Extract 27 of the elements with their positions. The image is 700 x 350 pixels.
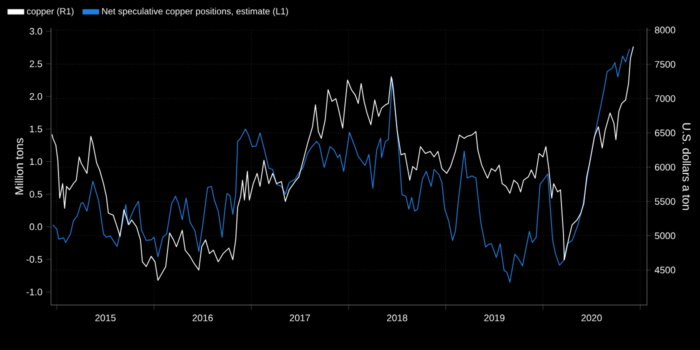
y-tick-label: 1.0: [30, 158, 42, 165]
y2-axis-title: U.S. dollars a ton: [682, 123, 691, 210]
y-tick-label: 3.0: [30, 28, 42, 35]
y2-tick-label: 7500: [654, 60, 676, 68]
y2-tick-label: 8000: [654, 26, 676, 34]
y-tick-label: 2.0: [30, 93, 42, 100]
y2-tick-label: 6500: [654, 130, 676, 136]
y2-tick-label: 4500: [654, 266, 676, 274]
x-tick-label: 2019: [484, 314, 504, 322]
x-tick-label: 2018: [387, 314, 408, 322]
legend-label: Net speculative copper positions, estimate (L1): [102, 8, 288, 16]
y-tick-label: -0.5: [26, 256, 42, 263]
y-axis-title: Million tons: [14, 138, 24, 194]
x-tick-label: 2016: [192, 314, 213, 322]
y2-tick-label: 5500: [654, 198, 676, 205]
y-tick-label: 0.0: [30, 223, 42, 230]
x-tick-label: 2020: [581, 314, 602, 322]
y2-tick-label: 7000: [654, 95, 676, 102]
legend-label: copper (R1): [26, 8, 74, 16]
x-tick-label: 2015: [95, 314, 116, 322]
y-tick-label: 1.5: [30, 126, 42, 132]
y2-tick-label: 6000: [654, 164, 676, 171]
y-tick-label: -1.0: [26, 288, 42, 296]
y-tick-label: 0.5: [30, 190, 42, 198]
x-tick-label: 2017: [290, 314, 310, 322]
y-tick-label: 2.5: [30, 60, 42, 68]
y2-tick-label: 5000: [654, 232, 676, 240]
